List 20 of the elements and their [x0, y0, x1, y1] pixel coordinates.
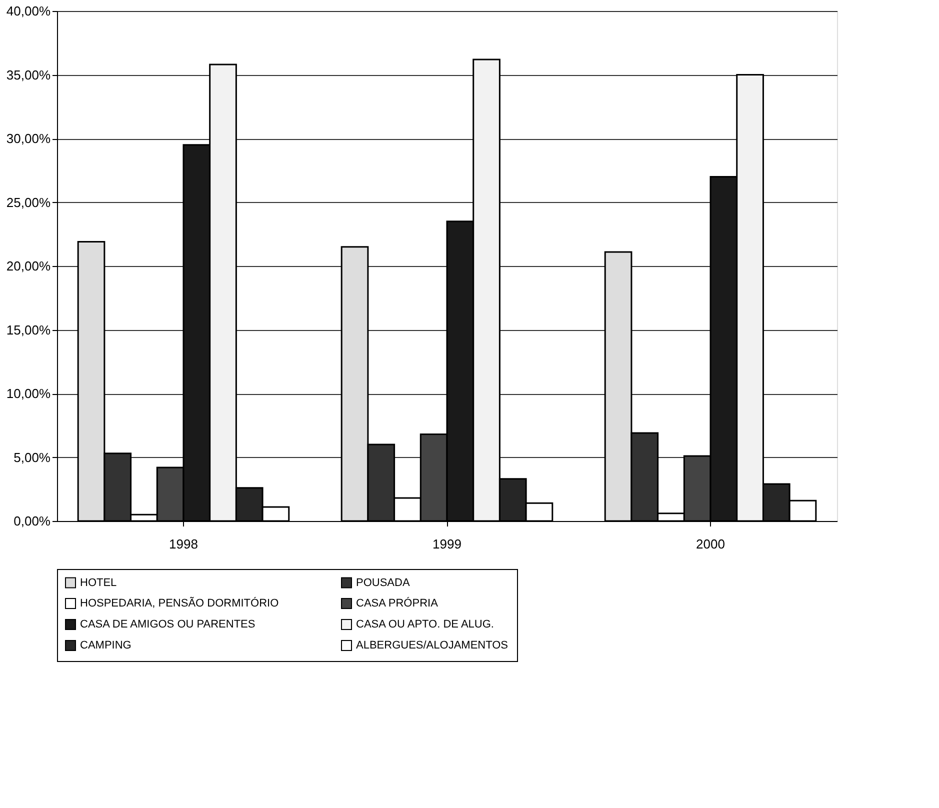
legend-label: CASA DE AMIGOS OU PARENTES — [80, 618, 256, 630]
x-tick-label: 1998 — [169, 536, 198, 552]
legend-label: HOTEL — [80, 576, 117, 589]
y-tick-label: 10,00% — [6, 386, 51, 401]
y-tick-label: 35,00% — [6, 67, 51, 82]
x-tick-label: 1999 — [432, 536, 462, 552]
y-tick-label: 25,00% — [6, 194, 51, 210]
legend-label: CASA PRÓPRIA — [356, 596, 439, 610]
legend-label: HOSPEDARIA, PENSÃO DORMITÓRIO — [80, 596, 280, 610]
y-tick-label: 15,00% — [6, 322, 51, 338]
y-tick-label: 30,00% — [6, 131, 51, 146]
y-tick-label: 5,00% — [14, 450, 51, 465]
y-tick-label: 40,00% — [6, 4, 51, 18]
legend-label: POUSADA — [356, 576, 410, 589]
legend-label: ALBERGUES/ALOJAMENTOS — [356, 640, 508, 652]
legend-label: CASA OU APTO. DE ALUG. — [356, 618, 494, 630]
y-tick-label: 0,00% — [14, 514, 51, 528]
y-tick-label: 20,00% — [6, 258, 51, 274]
x-tick-label: 2000 — [696, 536, 725, 552]
legend-label: CAMPING — [80, 640, 132, 652]
